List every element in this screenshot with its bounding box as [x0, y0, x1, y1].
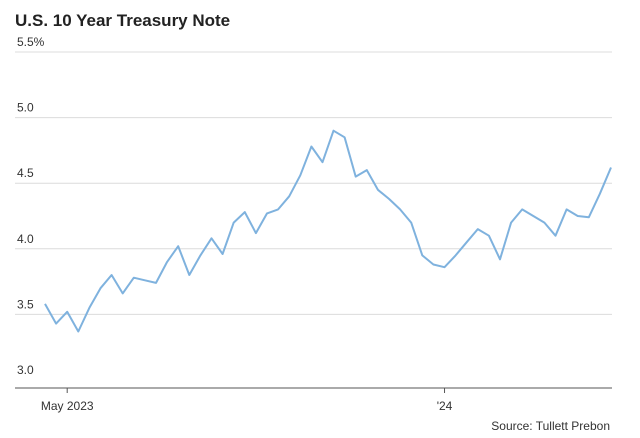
- y-tick-label: 4.5: [17, 166, 34, 180]
- source-note: Source: Tullett Prebon: [491, 419, 610, 433]
- y-tick-label: 3.0: [17, 363, 34, 377]
- y-tick-label: 3.5: [17, 297, 34, 311]
- x-tick-label: '24: [437, 399, 453, 413]
- chart-title: U.S. 10 Year Treasury Note: [15, 11, 230, 30]
- y-tick-label: 5.5%: [17, 35, 45, 49]
- x-tick-label: May 2023: [41, 399, 94, 413]
- y-tick-label: 4.0: [17, 232, 34, 246]
- data-line: [44, 129, 612, 333]
- y-tick-label: 5.0: [17, 101, 34, 115]
